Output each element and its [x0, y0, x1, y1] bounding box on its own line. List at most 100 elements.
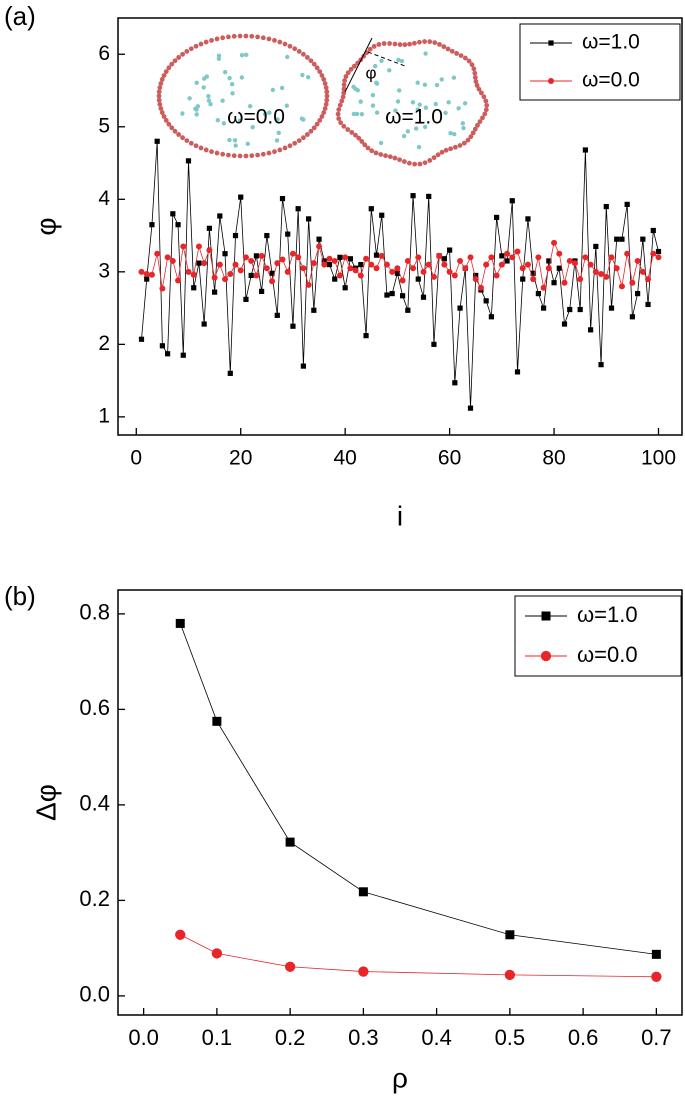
- marker: [331, 257, 338, 264]
- inset-dot: [187, 96, 192, 101]
- x-tick-label: 0.3: [348, 1025, 379, 1050]
- marker: [603, 203, 609, 210]
- marker: [248, 257, 255, 264]
- marker: [138, 268, 145, 275]
- series-line: [179, 623, 657, 955]
- marker: [253, 253, 259, 259]
- marker: [357, 272, 364, 279]
- inset-dot: [157, 85, 163, 91]
- marker: [493, 272, 500, 279]
- inset-dot: [308, 58, 314, 64]
- marker: [457, 305, 463, 311]
- inset-dot: [437, 41, 442, 47]
- inset-dot: [233, 143, 238, 148]
- inset-dot: [415, 107, 420, 112]
- marker: [342, 254, 349, 261]
- inset-line: [344, 37, 373, 93]
- marker: [191, 285, 197, 291]
- marker: [274, 260, 281, 267]
- marker: [561, 279, 568, 286]
- inset-dot: [462, 101, 468, 106]
- inset-dot: [301, 117, 306, 122]
- inset-dot: [378, 140, 384, 146]
- marker: [222, 251, 228, 257]
- inset-dot: [308, 128, 314, 134]
- marker: [415, 276, 421, 282]
- x-tick-label: 0.4: [421, 1025, 452, 1050]
- inset-dot: [397, 42, 403, 47]
- inset-dot: [161, 73, 167, 78]
- x-tick-label: 0.6: [568, 1025, 599, 1050]
- inset-dot: [338, 120, 344, 126]
- annotation: ω=1.0: [385, 106, 443, 129]
- marker: [201, 260, 208, 267]
- marker: [535, 254, 542, 261]
- legend-box: [519, 23, 681, 101]
- inset-dot: [478, 90, 484, 96]
- legend-box: [514, 595, 682, 677]
- marker: [170, 211, 176, 217]
- marker: [592, 268, 599, 275]
- inset-dot: [393, 108, 398, 113]
- inset-dot: [356, 135, 362, 141]
- inset-dot: [324, 89, 330, 95]
- inset-dot: [323, 85, 329, 91]
- y-tick-label: 3: [98, 259, 110, 282]
- inset-dot: [483, 98, 489, 104]
- inset-dot: [287, 143, 293, 149]
- marker: [164, 254, 171, 261]
- inset-dot: [461, 125, 466, 131]
- inset-dot: [287, 43, 293, 49]
- marker: [650, 227, 656, 234]
- marker: [175, 929, 186, 940]
- inset-dot: [304, 55, 310, 60]
- inset-dot: [255, 152, 260, 158]
- marker: [154, 250, 161, 257]
- inset-dot: [159, 110, 165, 115]
- inset-dot: [214, 150, 220, 156]
- inset-dot: [341, 123, 347, 129]
- inset-dot: [387, 154, 393, 160]
- marker: [212, 716, 222, 726]
- marker: [436, 252, 443, 259]
- marker: [420, 294, 427, 300]
- inset-dot: [180, 51, 185, 57]
- marker: [431, 341, 437, 347]
- inset-dot: [209, 149, 214, 155]
- inset-dot: [396, 57, 401, 63]
- marker: [279, 195, 286, 202]
- marker: [295, 254, 302, 261]
- inset-dot: [335, 111, 341, 117]
- inset-dot: [378, 152, 384, 157]
- marker: [651, 971, 662, 982]
- inset-dot: [443, 110, 448, 116]
- inset-dot: [345, 127, 351, 132]
- marker: [430, 273, 437, 280]
- marker: [415, 254, 422, 261]
- marker: [451, 272, 458, 279]
- inset-dot: [345, 70, 351, 76]
- marker: [305, 281, 312, 288]
- marker: [337, 254, 343, 260]
- inset-dot: [466, 58, 472, 64]
- marker: [582, 254, 589, 261]
- marker: [285, 231, 291, 237]
- marker: [316, 236, 322, 242]
- marker: [598, 362, 604, 368]
- inset-dot: [284, 103, 290, 108]
- inset-dot: [472, 70, 478, 76]
- marker: [488, 254, 495, 261]
- inset-dot: [209, 37, 214, 43]
- marker: [530, 270, 536, 276]
- inset-dot: [470, 130, 476, 136]
- marker: [514, 369, 521, 375]
- inset-dot: [476, 86, 482, 92]
- inset-dot: [374, 110, 380, 115]
- plot-frame: [117, 17, 683, 436]
- inset-dot: [161, 114, 167, 119]
- inset: ω=0.0 ω=1.0 φ: [156, 33, 490, 167]
- plot-frame: [117, 589, 683, 1016]
- inset-dot: [354, 111, 360, 117]
- marker: [290, 323, 296, 329]
- marker: [332, 276, 338, 282]
